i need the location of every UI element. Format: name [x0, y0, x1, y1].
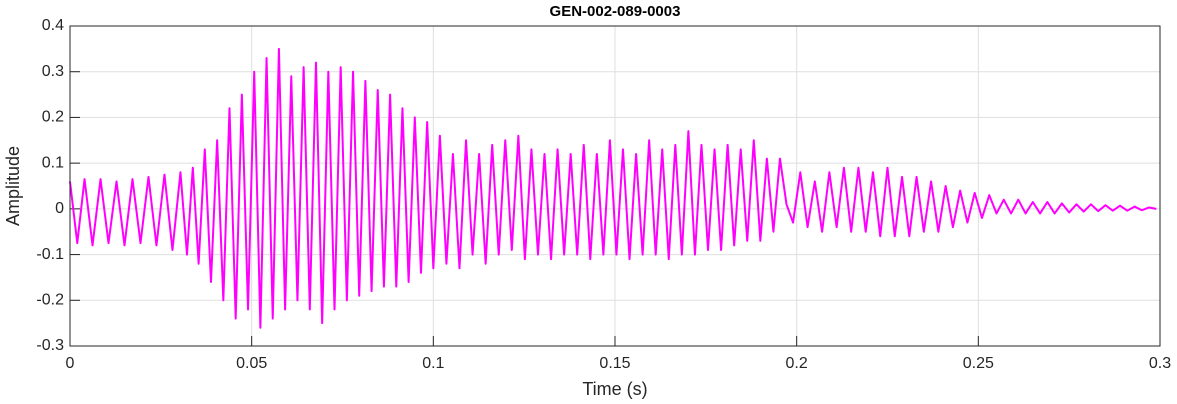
y-tick-label: -0.3	[36, 337, 64, 354]
y-tick-label: 0.2	[42, 109, 64, 126]
y-tick-label: -0.2	[36, 292, 64, 309]
x-tick-label: 0.1	[422, 355, 444, 372]
x-tick-label: 0.3	[1149, 355, 1171, 372]
x-tick-label: 0.25	[963, 355, 994, 372]
x-tick-label: 0.2	[786, 355, 808, 372]
y-tick-label: 0.4	[42, 17, 64, 34]
x-tick-label: 0	[66, 355, 75, 372]
x-tick-label: 0.15	[599, 355, 630, 372]
chart-title: GEN-002-089-0003	[550, 3, 681, 20]
x-axis-label: Time (s)	[582, 379, 647, 399]
y-tick-label: 0.3	[42, 63, 64, 80]
y-tick-label: -0.1	[36, 246, 64, 263]
axes-box	[69, 25, 1161, 347]
x-tick-label: 0.05	[236, 355, 267, 372]
y-tick-label: 0.1	[42, 154, 64, 171]
series-line	[69, 47, 1157, 329]
y-axis-label: Amplitude	[3, 146, 23, 226]
y-tick-label: 0	[55, 200, 64, 217]
